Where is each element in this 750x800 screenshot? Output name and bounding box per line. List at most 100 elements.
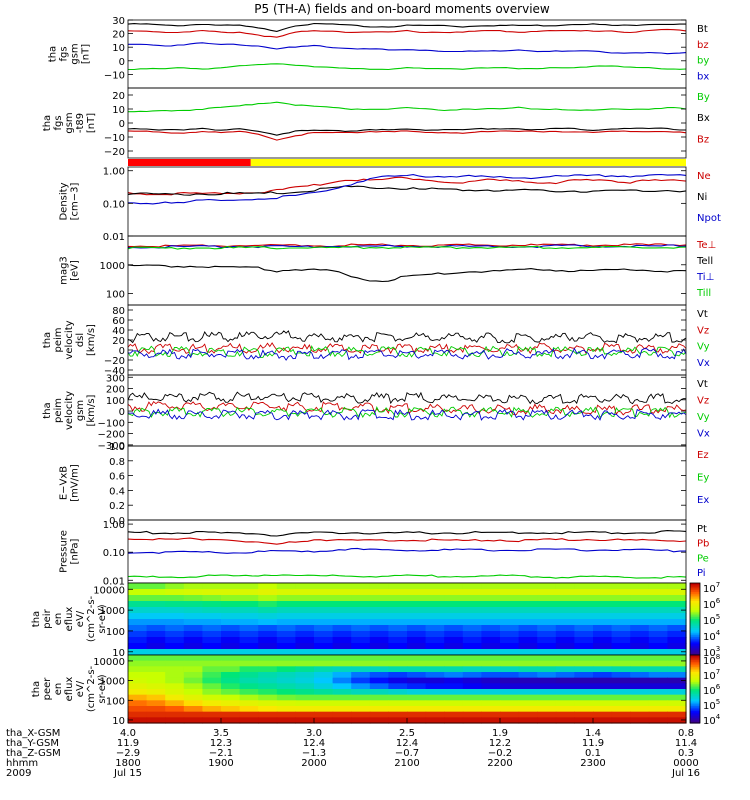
x-axis-value: 1900 xyxy=(208,758,233,769)
heatmap-cell xyxy=(481,694,501,701)
heatmap-cell xyxy=(258,706,278,713)
heatmap-cell xyxy=(574,607,594,614)
heatmap-cell xyxy=(146,613,166,620)
legend-entry: bz xyxy=(697,40,709,51)
heatmap-cell xyxy=(295,619,315,626)
heatmap-cell xyxy=(518,689,538,696)
heatmap-cell xyxy=(648,700,668,707)
heatmap-cell xyxy=(611,711,631,718)
heatmap-cell xyxy=(276,689,296,696)
heatmap-cell xyxy=(146,706,166,713)
colorbar-tick-exponent: 4 xyxy=(716,629,721,637)
heatmap-cell xyxy=(165,589,185,596)
x-axis-value: 2000 xyxy=(301,758,326,769)
heatmap-cell xyxy=(537,631,557,638)
heatmap-cell xyxy=(295,637,315,644)
heatmap-cell xyxy=(183,711,203,718)
y-axis-label: eflux xyxy=(64,677,75,702)
legend-entry: Ex xyxy=(697,495,709,506)
heatmap-cell xyxy=(221,643,241,650)
heatmap-cell xyxy=(165,631,185,638)
colorbar-cell xyxy=(690,692,700,695)
heatmap-cell xyxy=(258,666,278,673)
legend-entry: bx xyxy=(697,71,709,82)
heatmap-cell xyxy=(276,625,296,632)
heatmap-cell xyxy=(128,660,148,667)
heatmap-cell xyxy=(574,689,594,696)
legend-entry: Vz xyxy=(697,325,709,336)
heatmap-cell xyxy=(128,649,148,656)
colorbar-cell xyxy=(690,719,700,722)
heatmap-cell xyxy=(593,619,613,626)
heatmap-cell xyxy=(221,689,241,696)
legend-entry: Vt xyxy=(697,309,708,320)
heatmap-cell xyxy=(574,700,594,707)
series-line-Pe xyxy=(127,574,687,579)
heatmap-cell xyxy=(221,631,241,638)
colorbar-tick-label: 107 xyxy=(703,581,720,595)
heatmap-cell xyxy=(388,689,408,696)
heatmap-cell xyxy=(202,637,222,644)
colorbar-cell xyxy=(690,666,700,670)
heatmap-cell xyxy=(574,694,594,701)
heatmap-cell xyxy=(537,706,557,713)
heatmap-cell xyxy=(444,717,464,724)
y-axis-label: fgs xyxy=(59,46,70,61)
heatmap-cell xyxy=(593,677,613,684)
heatmap-cell xyxy=(593,595,613,602)
heatmap-cell xyxy=(648,672,668,679)
heatmap-cell xyxy=(518,619,538,626)
heatmap-cell xyxy=(276,717,296,724)
heatmap-cell xyxy=(221,583,241,590)
heatmap-cell xyxy=(221,601,241,608)
heatmap-cell xyxy=(667,583,687,590)
colorbar-cell xyxy=(690,617,700,620)
heatmap-cell xyxy=(574,711,594,718)
x-axis-row-label: hhmm xyxy=(6,758,38,769)
heatmap-cell xyxy=(332,689,352,696)
heatmap-cell xyxy=(630,672,650,679)
colorbar-cell xyxy=(690,656,700,659)
colorbar-cell xyxy=(690,663,700,666)
heatmap-cell xyxy=(407,649,427,656)
y-tick-label: 100 xyxy=(106,696,125,707)
heatmap-cell xyxy=(630,655,650,662)
heatmap-cell xyxy=(407,706,427,713)
heatmap-cell xyxy=(351,711,371,718)
heatmap-cell xyxy=(388,711,408,718)
heatmap-cell xyxy=(425,711,445,718)
y-tick-label: 0.0 xyxy=(109,516,125,527)
y-axis-label: [cm−3] xyxy=(70,183,81,221)
heatmap-cell xyxy=(146,660,166,667)
legend-entry: Pi xyxy=(697,568,706,579)
colorbar-cell xyxy=(690,706,700,709)
heatmap-cell xyxy=(258,637,278,644)
heatmap-cell xyxy=(183,631,203,638)
series-line-bx xyxy=(128,42,687,55)
colorbar-tick-label: 105 xyxy=(703,613,720,627)
heatmap-cell xyxy=(146,631,166,638)
heatmap-cell xyxy=(611,589,631,596)
heatmap-cell xyxy=(202,649,222,656)
heatmap-cell xyxy=(611,625,631,632)
heatmap-cell xyxy=(462,637,482,644)
heatmap-cell xyxy=(462,625,482,632)
heatmap-cell xyxy=(202,706,222,713)
heatmap-cell xyxy=(462,711,482,718)
heatmap-cell xyxy=(146,689,166,696)
heatmap-cell xyxy=(611,631,631,638)
heatmap-cell xyxy=(369,700,389,707)
heatmap-cell xyxy=(183,660,203,667)
heatmap-cell xyxy=(165,613,185,620)
heatmap-cell xyxy=(630,700,650,707)
colorbar-cell xyxy=(690,586,700,589)
heatmap-cell xyxy=(369,613,389,620)
heatmap-cell xyxy=(630,601,650,608)
panel-frame xyxy=(127,166,687,237)
heatmap-cell xyxy=(630,666,650,673)
heatmap-cell xyxy=(537,694,557,701)
heatmap-cell xyxy=(500,613,520,620)
heatmap-cell xyxy=(407,700,427,707)
colorbar-cell xyxy=(690,721,700,724)
heatmap-cell xyxy=(500,706,520,713)
